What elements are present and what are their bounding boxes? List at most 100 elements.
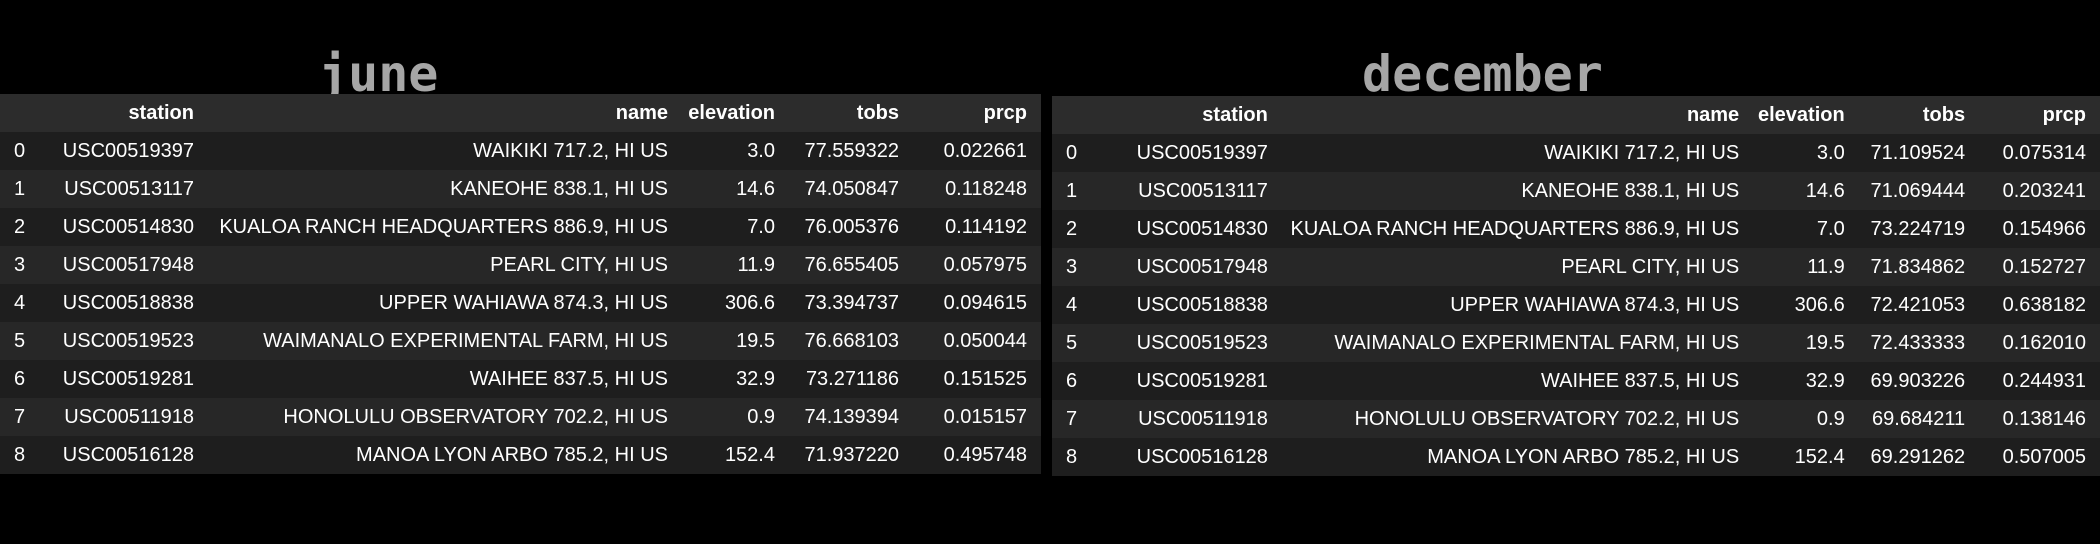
cell-name: UPPER WAHIAWA 874.3, HI US [1282,286,1753,324]
table-header-row: station name elevation tobs prcp [1052,96,2100,134]
column-header-elevation: elevation [682,94,789,132]
table-row: 1 USC00513117 KANEOHE 838.1, HI US 14.6 71.0… [1052,172,2100,210]
table-row: 6 USC00519281 WAIHEE 837.5, HI US 32.9 73.27… [0,360,1041,398]
table-row: 8 USC00516128 MANOA LYON ARBO 785.2, HI US… [0,436,1041,474]
december-title: december [1362,44,1603,104]
cell-index: 3 [1052,248,1090,286]
cell-tobs: 76.655405 [789,246,913,284]
cell-name: HONOLULU OBSERVATORY 702.2, HI US [1282,400,1753,438]
cell-station: USC00517948 [1090,248,1282,286]
cell-tobs: 69.291262 [1859,438,1979,476]
december-table: station name elevation tobs prcp 0 USC0051939… [1052,96,2100,476]
table-row: 3 USC00517948 PEARL CITY, HI US 11.9 76.6554… [0,246,1041,284]
cell-tobs: 72.421053 [1859,286,1979,324]
cell-station: USC00518838 [42,284,208,322]
cell-index: 7 [1052,400,1090,438]
cell-elevation: 14.6 [682,170,789,208]
cell-name: WAIMANALO EXPERIMENTAL FARM, HI US [1282,324,1753,362]
column-header-index [1052,96,1090,134]
cell-prcp: 0.015157 [913,398,1041,436]
cell-elevation: 0.9 [1753,400,1859,438]
cell-tobs: 69.684211 [1859,400,1979,438]
cell-tobs: 71.109524 [1859,134,1979,172]
cell-elevation: 32.9 [682,360,789,398]
cell-prcp: 0.118248 [913,170,1041,208]
cell-prcp: 0.507005 [1979,438,2100,476]
cell-elevation: 32.9 [1753,362,1859,400]
cell-tobs: 73.394737 [789,284,913,322]
cell-prcp: 0.138146 [1979,400,2100,438]
cell-tobs: 74.139394 [789,398,913,436]
cell-name: PEARL CITY, HI US [208,246,682,284]
table-row: 8 USC00516128 MANOA LYON ARBO 785.2, HI US… [1052,438,2100,476]
cell-name: KANEOHE 838.1, HI US [208,170,682,208]
cell-elevation: 0.9 [682,398,789,436]
cell-prcp: 0.022661 [913,132,1041,170]
column-header-tobs: tobs [1859,96,1979,134]
cell-name: WAIHEE 837.5, HI US [208,360,682,398]
table-row: 1 USC00513117 KANEOHE 838.1, HI US 14.6 74.0… [0,170,1041,208]
cell-station: USC00511918 [42,398,208,436]
cell-tobs: 76.668103 [789,322,913,360]
table-row: 7 USC00511918 HONOLULU OBSERVATORY 702.2, … [0,398,1041,436]
cell-tobs: 72.433333 [1859,324,1979,362]
cell-elevation: 19.5 [1753,324,1859,362]
cell-name: WAIMANALO EXPERIMENTAL FARM, HI US [208,322,682,360]
cell-name: MANOA LYON ARBO 785.2, HI US [1282,438,1753,476]
cell-tobs: 71.937220 [789,436,913,474]
column-header-station: station [1090,96,1282,134]
table-row: 6 USC00519281 WAIHEE 837.5, HI US 32.9 69.90… [1052,362,2100,400]
cell-station: USC00511918 [1090,400,1282,438]
cell-index: 0 [1052,134,1090,172]
cell-station: USC00516128 [1090,438,1282,476]
cell-station: USC00519523 [42,322,208,360]
cell-index: 0 [0,132,42,170]
cell-tobs: 77.559322 [789,132,913,170]
cell-station: USC00519397 [1090,134,1282,172]
cell-station: USC00519281 [42,360,208,398]
cell-station: USC00514830 [1090,210,1282,248]
cell-name: MANOA LYON ARBO 785.2, HI US [208,436,682,474]
cell-elevation: 19.5 [682,322,789,360]
cell-index: 1 [1052,172,1090,210]
cell-index: 7 [0,398,42,436]
cell-elevation: 152.4 [1753,438,1859,476]
table-row: 2 USC00514830 KUALOA RANCH HEADQUARTERS 88… [1052,210,2100,248]
column-header-index [0,94,42,132]
cell-tobs: 69.903226 [1859,362,1979,400]
cell-station: USC00519281 [1090,362,1282,400]
cell-prcp: 0.094615 [913,284,1041,322]
cell-index: 4 [0,284,42,322]
cell-station: USC00513117 [1090,172,1282,210]
cell-tobs: 71.834862 [1859,248,1979,286]
cell-index: 3 [0,246,42,284]
cell-index: 5 [1052,324,1090,362]
table-header-row: station name elevation tobs prcp [0,94,1041,132]
cell-prcp: 0.154966 [1979,210,2100,248]
cell-elevation: 11.9 [1753,248,1859,286]
cell-station: USC00519523 [1090,324,1282,362]
cell-index: 6 [0,360,42,398]
table-row: 5 USC00519523 WAIMANALO EXPERIMENTAL FARM,… [1052,324,2100,362]
cell-name: KUALOA RANCH HEADQUARTERS 886.9, HI US [208,208,682,246]
cell-name: WAIKIKI 717.2, HI US [208,132,682,170]
cell-prcp: 0.114192 [913,208,1041,246]
cell-tobs: 73.271186 [789,360,913,398]
column-header-prcp: prcp [1979,96,2100,134]
cell-prcp: 0.203241 [1979,172,2100,210]
column-header-name: name [1282,96,1753,134]
column-header-name: name [208,94,682,132]
cell-prcp: 0.050044 [913,322,1041,360]
cell-index: 6 [1052,362,1090,400]
cell-prcp: 0.244931 [1979,362,2100,400]
cell-tobs: 76.005376 [789,208,913,246]
cell-station: USC00518838 [1090,286,1282,324]
cell-index: 2 [1052,210,1090,248]
cell-station: USC00516128 [42,436,208,474]
cell-station: USC00519397 [42,132,208,170]
cell-elevation: 7.0 [1753,210,1859,248]
cell-station: USC00513117 [42,170,208,208]
cell-tobs: 71.069444 [1859,172,1979,210]
table-row: 7 USC00511918 HONOLULU OBSERVATORY 702.2, … [1052,400,2100,438]
cell-index: 4 [1052,286,1090,324]
